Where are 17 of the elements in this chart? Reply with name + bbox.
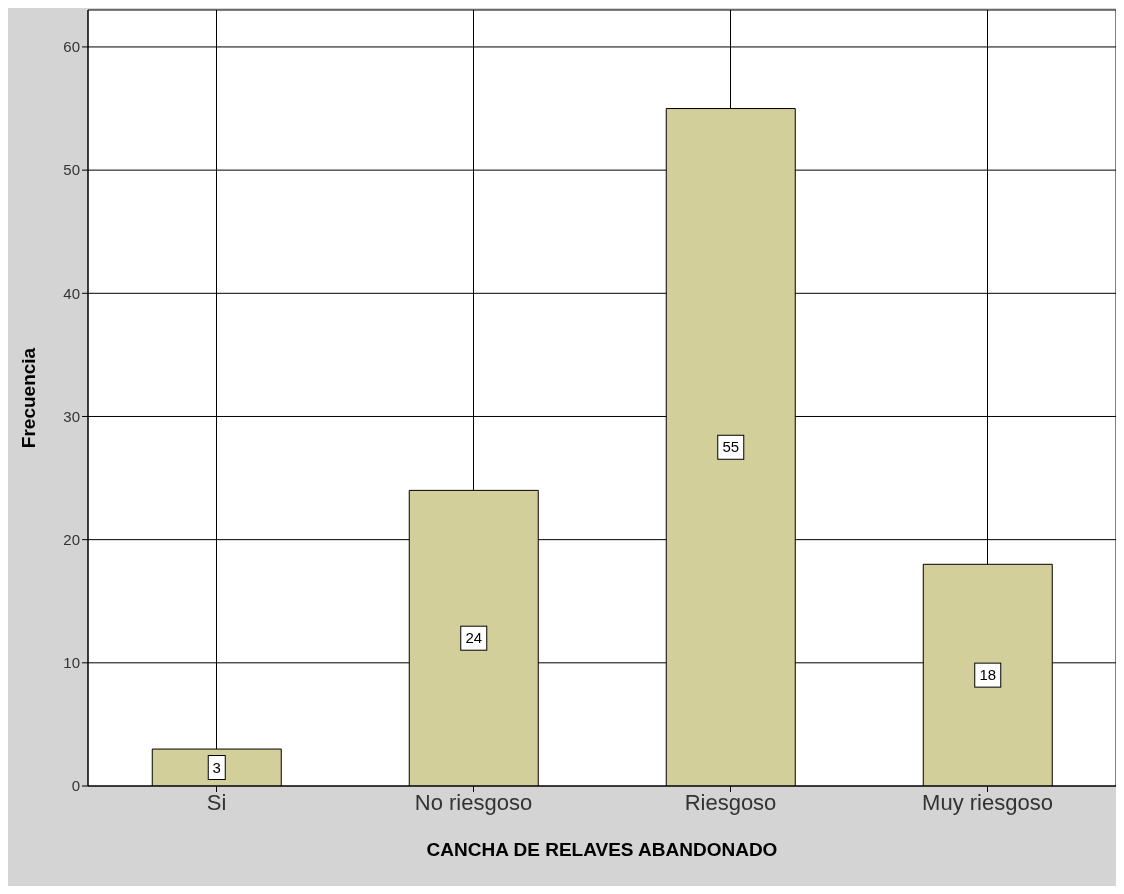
data-label: 24 [465, 629, 483, 647]
y-tick-label: 10 [63, 654, 80, 672]
y-tick-label: 20 [63, 530, 80, 548]
y-tick-label: 50 [63, 161, 80, 179]
y-axis-title: Frecuencia [17, 347, 39, 449]
y-tick-label: 40 [63, 284, 80, 302]
x-tick-label: Riesgoso [684, 789, 777, 815]
data-label: 55 [722, 438, 740, 456]
x-tick-label: Si [206, 789, 227, 815]
y-tick-label: 30 [63, 407, 80, 425]
x-tick-label: No riesgoso [414, 789, 533, 815]
x-tick-label: Muy riesgoso [922, 789, 1053, 815]
x-axis-title: CANCHA DE RELAVES ABANDONADO [426, 839, 778, 860]
y-tick-label: 0 [71, 777, 80, 795]
y-tick-label: 60 [63, 38, 80, 56]
data-label: 18 [979, 666, 997, 684]
data-label: 3 [212, 758, 221, 776]
